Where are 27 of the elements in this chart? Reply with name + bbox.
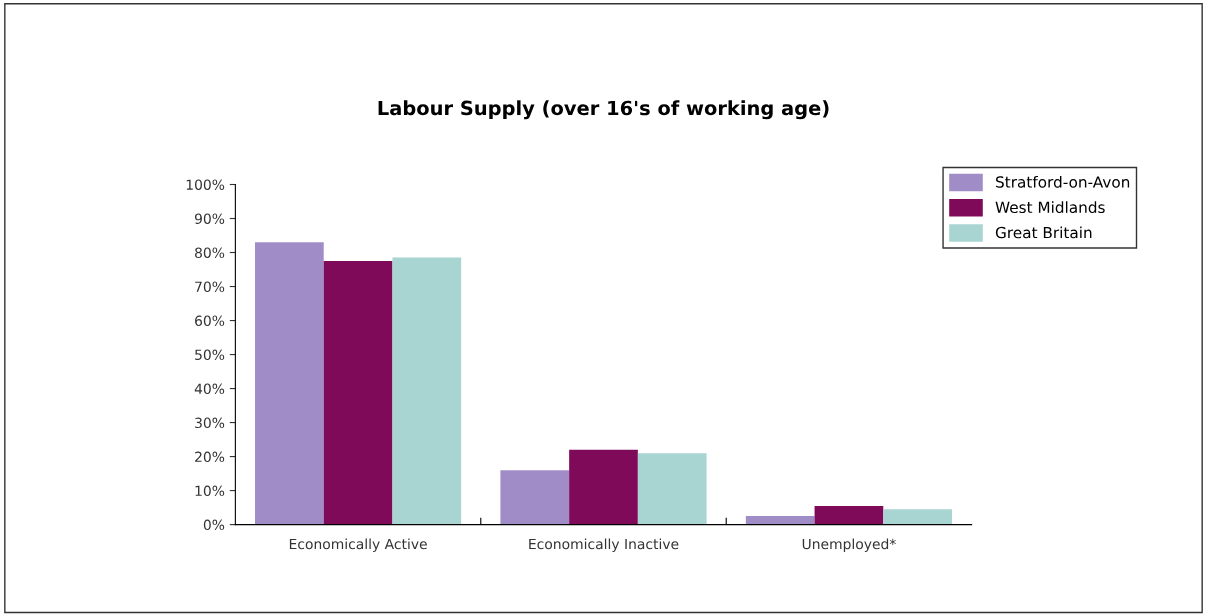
legend-label: West Midlands (995, 201, 1105, 214)
y-tick-label: 80% (195, 247, 225, 258)
legend-label: Stratford-on-Avon (996, 175, 1130, 188)
bar (323, 261, 393, 525)
bar (569, 449, 638, 525)
x-tick-label: Unemployed* (802, 538, 896, 552)
bar (637, 453, 707, 525)
x-tick-label: Economically Active (289, 538, 427, 552)
y-tick-label: 50% (195, 349, 225, 361)
legend-label: Great Britain (995, 226, 1092, 239)
y-tick-label: 10% (195, 485, 225, 497)
y-tick-label: 100% (186, 179, 225, 190)
y-tick-label: 60% (195, 315, 225, 327)
y-tick-label: 40% (194, 383, 225, 395)
bar (814, 505, 884, 525)
bar (745, 516, 815, 525)
chart-title: Labour Supply (over 16's of working age) (378, 100, 829, 120)
y-tick-label: 0% (203, 519, 225, 531)
x-tick-label: Economically Inactive (529, 538, 679, 552)
bar (883, 509, 952, 525)
y-tick-label: 90% (194, 213, 225, 224)
y-tick-label: 70% (195, 281, 225, 292)
bar (392, 257, 462, 525)
bar (255, 242, 324, 525)
y-tick-label: 30% (195, 417, 225, 429)
bar (500, 470, 570, 525)
y-tick-label: 20% (195, 451, 225, 463)
